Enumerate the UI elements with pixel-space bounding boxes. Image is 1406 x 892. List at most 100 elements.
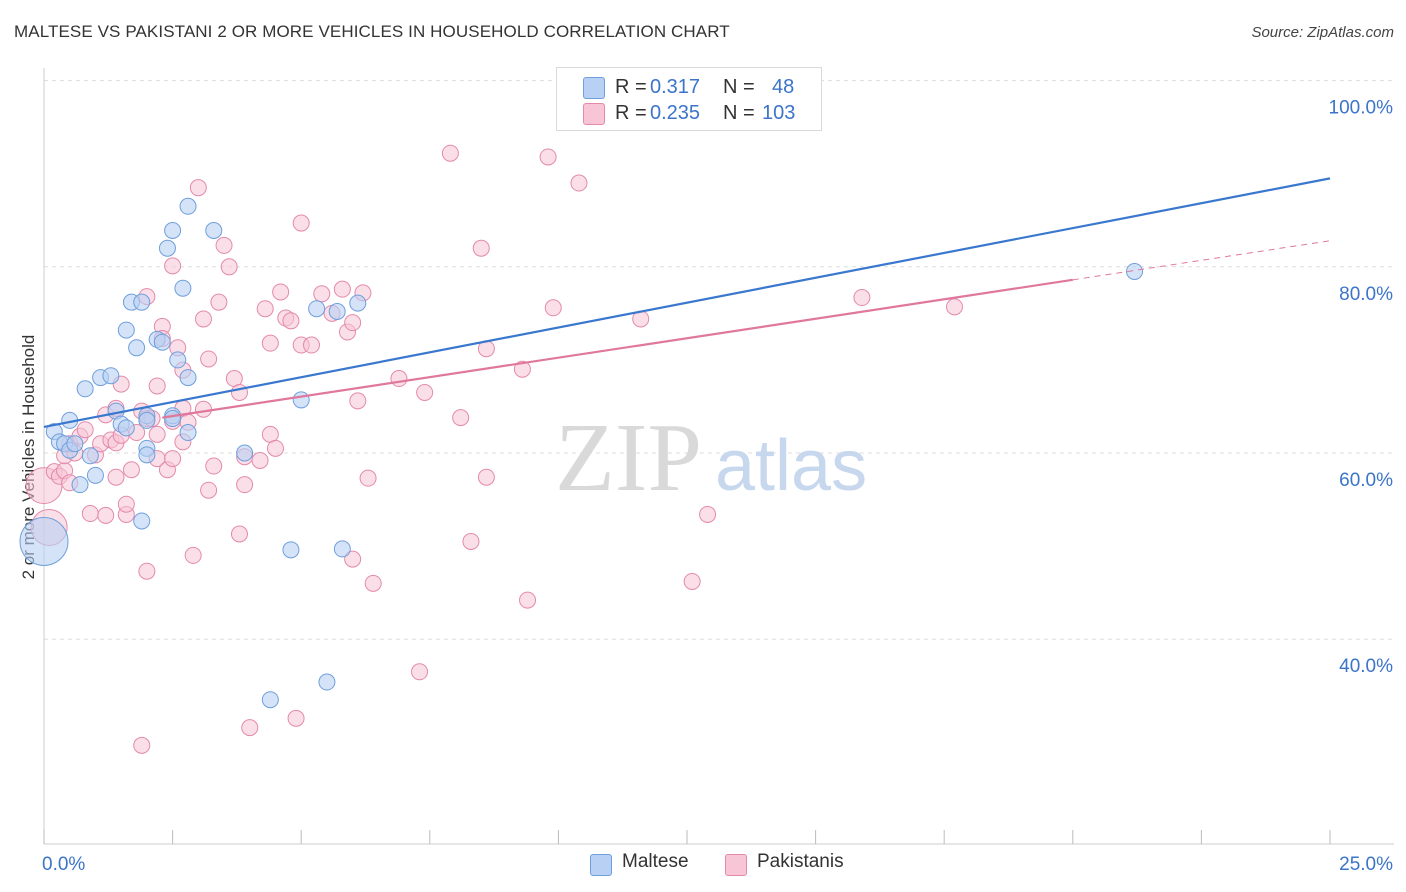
legend-r-label: R = xyxy=(615,76,647,98)
maltese-point xyxy=(117,321,135,339)
pakistani-point xyxy=(261,334,279,352)
pakistani-point xyxy=(416,383,434,401)
maltese-point xyxy=(236,444,254,462)
tick-labels: 40.0% 60.0% 80.0% 100.0% 0.0% 25.0% xyxy=(42,98,1393,875)
source-credit: Source: ZipAtlas.com xyxy=(1251,24,1394,41)
maltese-point xyxy=(138,411,156,429)
pakistani-point xyxy=(76,421,94,439)
pakistani-point xyxy=(148,425,166,443)
pakistani-point xyxy=(390,370,408,388)
stats-legend: R = 0.317 N = 48 R = 0.235 N = 103 xyxy=(556,67,822,131)
maltese-point xyxy=(19,516,69,566)
pakistani-point xyxy=(945,298,963,316)
pakistani-point xyxy=(683,572,701,590)
y-tick-label: 60.0% xyxy=(1339,470,1393,491)
maltese-point xyxy=(128,339,146,357)
y-tick-label: 100.0% xyxy=(1329,98,1394,119)
pakistani-point xyxy=(236,476,254,494)
maltese-point xyxy=(76,380,94,398)
pakistani-point xyxy=(251,451,269,469)
trend-lines xyxy=(43,177,1331,429)
maltese-point xyxy=(66,435,84,453)
pakistani-point xyxy=(215,236,233,254)
pakistani-point xyxy=(122,461,140,479)
maltese-point xyxy=(153,333,171,351)
pakistani-point xyxy=(200,481,218,499)
maltese-point xyxy=(86,466,104,484)
maltese-point xyxy=(292,391,310,409)
maltese-point xyxy=(349,294,367,312)
pakistani-point xyxy=(97,506,115,524)
maltese-point xyxy=(179,369,197,387)
chart-title: MALTESE VS PAKISTANI 2 OR MORE VEHICLES … xyxy=(14,22,730,41)
watermark-zip: ZIP xyxy=(555,404,702,512)
pakistani-point xyxy=(853,289,871,307)
pakistani-point xyxy=(81,505,99,523)
pakistani-point xyxy=(344,550,362,568)
maltese-trend-line xyxy=(43,177,1331,429)
legend-n-value: 48 xyxy=(772,76,795,98)
maltese-point xyxy=(81,447,99,465)
maltese-point xyxy=(179,197,197,215)
pakistani-point xyxy=(194,310,212,328)
pakistani-point xyxy=(462,532,480,550)
legend-n-label: N = xyxy=(723,76,755,98)
pakistani-point xyxy=(452,409,470,427)
pakistani-point xyxy=(164,450,182,468)
pakistani-trend-extension xyxy=(1072,240,1331,281)
legend-r-value: 0.235 xyxy=(650,102,701,124)
pakistani-point xyxy=(570,174,588,192)
maltese-point xyxy=(308,300,326,318)
pakistani-point xyxy=(220,258,238,276)
pakistani-point xyxy=(200,350,218,368)
maltese-point xyxy=(205,222,223,240)
maltese-point xyxy=(102,367,120,385)
pakistani-point xyxy=(364,574,382,592)
maltese-swatch xyxy=(583,77,605,99)
y-tick-label: 80.0% xyxy=(1339,284,1393,305)
pakistani-point xyxy=(266,439,284,457)
pakistani-point xyxy=(133,736,151,754)
pakistani-point xyxy=(210,293,228,311)
pakistani-point xyxy=(164,257,182,275)
pakistani-point xyxy=(359,469,377,487)
legend-n-label: N = xyxy=(723,102,755,124)
pakistani-point xyxy=(292,214,310,232)
pakistani-point xyxy=(513,360,531,378)
maltese-point xyxy=(179,424,197,442)
bottom-legend-label: Maltese xyxy=(622,851,689,872)
pakistani-point xyxy=(205,457,223,475)
maltese-point xyxy=(164,410,182,428)
maltese-point xyxy=(71,476,89,494)
maltese-point xyxy=(174,279,192,297)
pakistani-point xyxy=(544,299,562,317)
y-tick-label: 40.0% xyxy=(1339,656,1393,677)
pakistani-point xyxy=(138,562,156,580)
watermark-atlas: atlas xyxy=(715,426,867,506)
pakistani-point xyxy=(282,312,300,330)
legend-r-value: 0.317 xyxy=(650,76,701,98)
maltese-point xyxy=(333,540,351,558)
pakistani-point xyxy=(184,546,202,564)
pakistani-point xyxy=(117,495,135,513)
maltese-swatch xyxy=(590,854,612,876)
pakistani-point xyxy=(344,314,362,332)
pakistani-point xyxy=(287,709,305,727)
watermark: ZIP atlas xyxy=(555,404,867,512)
pakistani-point xyxy=(313,285,331,303)
maltese-point xyxy=(282,541,300,559)
pakistani-point xyxy=(241,719,259,737)
pakistani-trend-line xyxy=(162,278,1073,419)
pakistani-point xyxy=(107,468,125,486)
pakistani-swatch xyxy=(583,103,605,125)
bottom-legend-label: Pakistanis xyxy=(757,851,844,872)
maltese-point xyxy=(261,691,279,709)
maltese-points xyxy=(19,72,1144,709)
pakistani-point xyxy=(539,148,557,166)
pakistani-point xyxy=(699,505,717,523)
maltese-point xyxy=(1126,262,1144,280)
maltese-point xyxy=(133,512,151,530)
x-tick-label: 0.0% xyxy=(42,854,85,875)
pakistani-swatch xyxy=(725,854,747,876)
pakistani-point xyxy=(519,591,537,609)
